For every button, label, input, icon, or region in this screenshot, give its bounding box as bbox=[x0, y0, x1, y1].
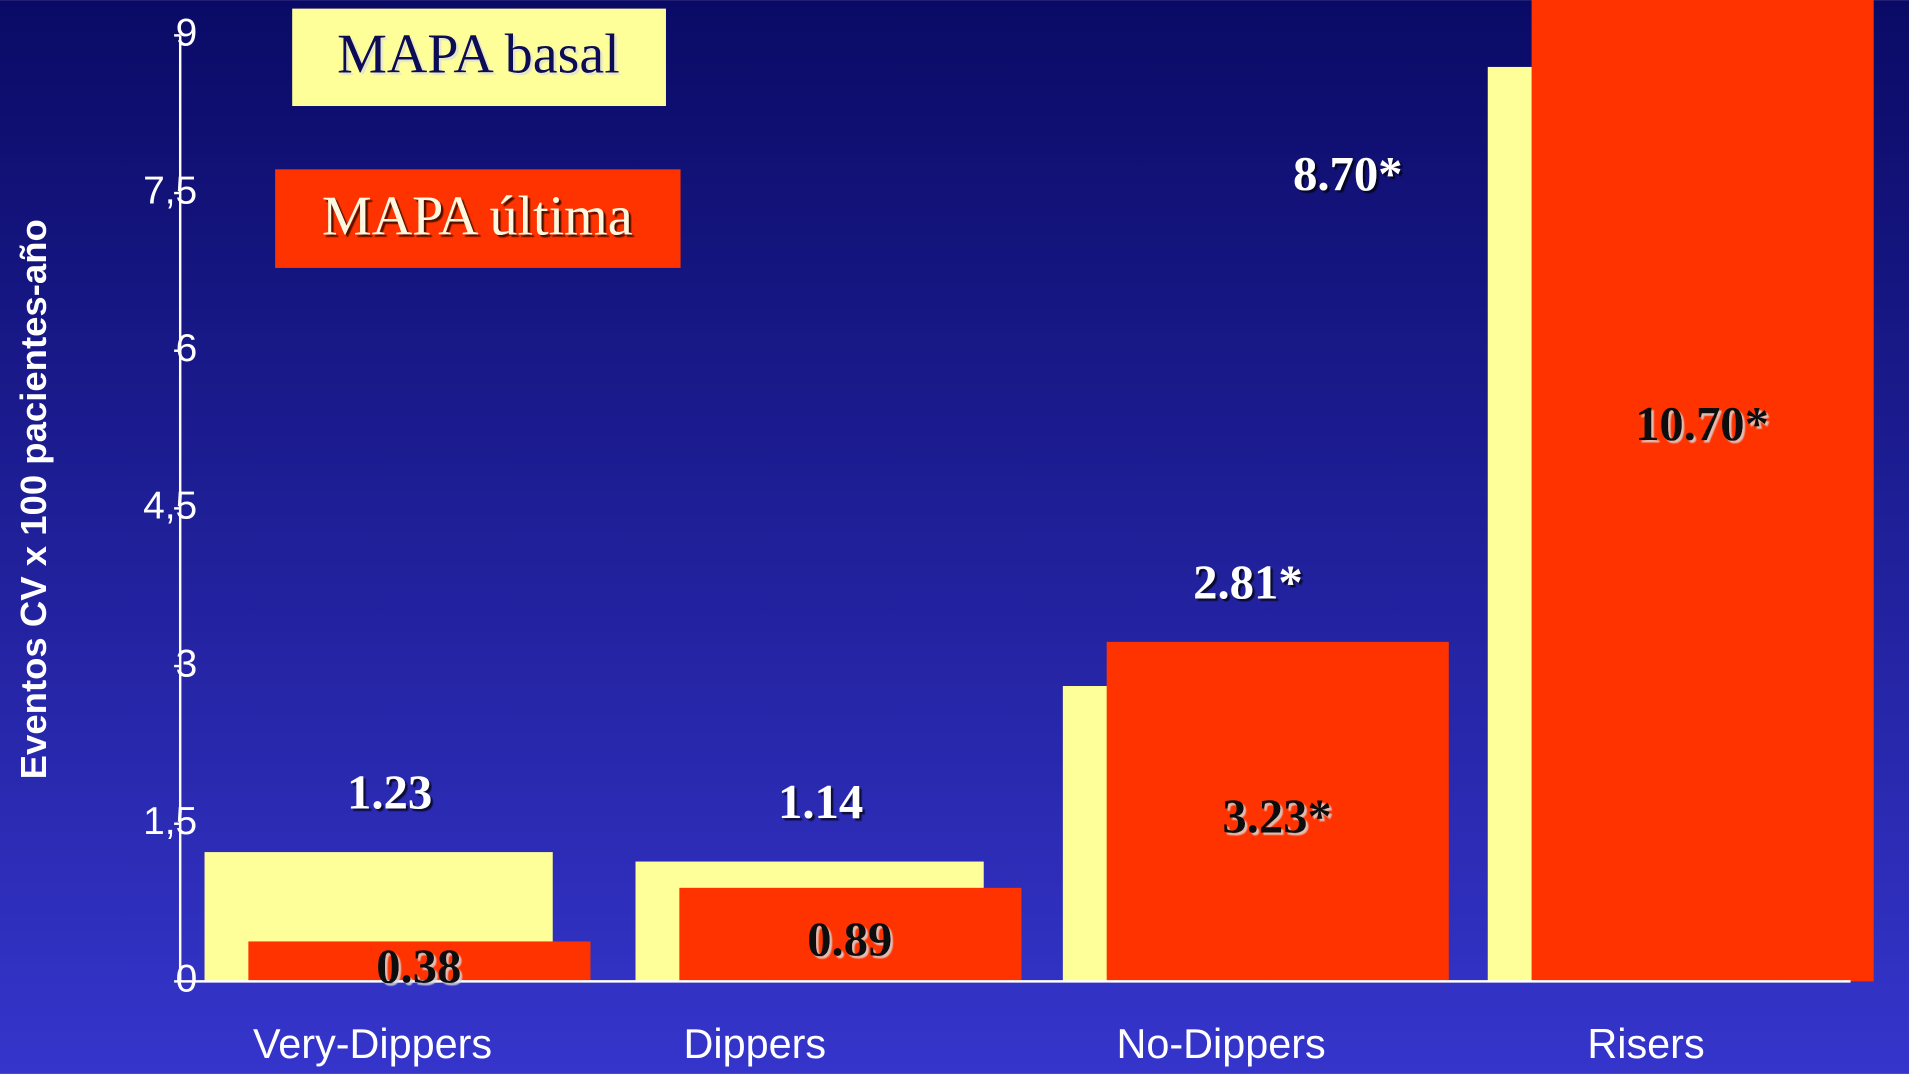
value-label: 1.23 bbox=[347, 765, 432, 819]
y-tick-label: 7,5 bbox=[143, 169, 197, 212]
value-label: 3.23* bbox=[1222, 790, 1332, 844]
value-label: 0.38 bbox=[376, 939, 461, 993]
legend-swatch bbox=[292, 8, 666, 107]
legend-label: MAPA basal bbox=[337, 24, 620, 86]
x-tick-label: Dippers bbox=[684, 1021, 827, 1067]
plot bbox=[204, 0, 1874, 982]
bar bbox=[248, 941, 591, 982]
value-label: 8.70* bbox=[1293, 147, 1403, 201]
y-tick-label: 9 bbox=[176, 12, 198, 55]
y-tick-label: 3 bbox=[176, 642, 198, 685]
value-label: 2.81* bbox=[1193, 555, 1303, 609]
y-axis-title: Eventos CV x 100 pacientes-año bbox=[13, 219, 54, 779]
legend-swatch bbox=[275, 169, 681, 268]
value-label: 10.70* bbox=[1635, 397, 1769, 451]
y-tick-label: 4,5 bbox=[143, 485, 197, 528]
x-tick-label: Very-Dippers bbox=[253, 1021, 492, 1067]
x-tick-label: No-Dippers bbox=[1117, 1021, 1326, 1067]
bar bbox=[679, 887, 1022, 982]
y-tick-label: 0 bbox=[176, 958, 198, 1001]
y-tick-label: 1,5 bbox=[143, 800, 197, 843]
legend-label: MAPA última bbox=[322, 186, 633, 248]
x-tick-label: Risers bbox=[1587, 1021, 1704, 1067]
bar bbox=[1106, 641, 1449, 982]
value-label: 0.89 bbox=[807, 913, 892, 967]
y-tick-label: 6 bbox=[176, 327, 198, 370]
bar bbox=[1531, 0, 1874, 982]
value-label: 1.14 bbox=[778, 775, 863, 829]
